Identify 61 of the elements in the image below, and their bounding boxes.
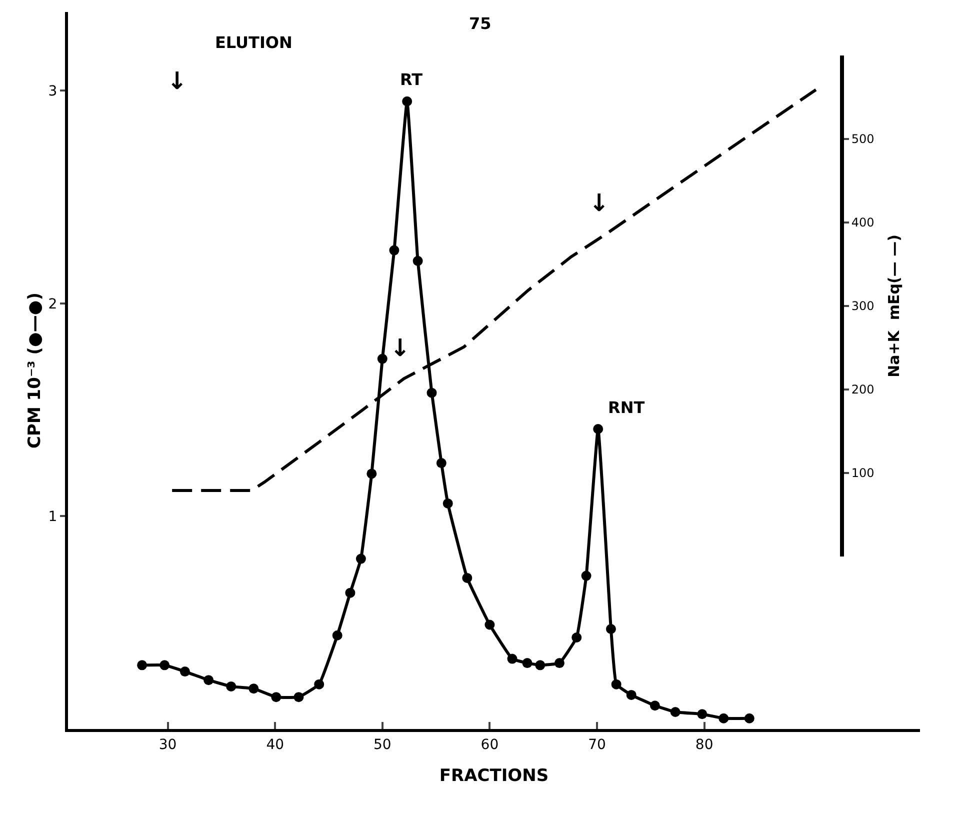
x-axis-title: FRACTIONS <box>439 766 549 786</box>
annotation: ELUTION <box>215 33 292 52</box>
y-tick-label: 3 <box>48 84 58 100</box>
annotation: RNT <box>608 398 645 417</box>
point <box>744 713 754 724</box>
point <box>294 692 304 702</box>
point <box>554 658 564 668</box>
point <box>204 675 214 686</box>
point <box>442 498 453 508</box>
point <box>332 630 342 640</box>
point <box>718 713 729 724</box>
annotation: ↓ <box>390 334 410 362</box>
y2-tick-label: 200 <box>851 382 874 397</box>
y-tick-label: 1 <box>48 509 58 526</box>
point <box>462 572 472 583</box>
point <box>389 245 400 256</box>
point <box>507 654 518 664</box>
point <box>271 692 282 702</box>
annotation: ↓ <box>167 67 188 95</box>
point <box>137 660 148 670</box>
y2-tick-label: 300 <box>851 299 874 314</box>
point <box>581 570 592 581</box>
point <box>377 354 388 364</box>
point <box>356 554 366 564</box>
point <box>484 620 495 630</box>
y2-tick-label: 100 <box>851 466 874 480</box>
x-tick-label: 50 <box>373 736 392 753</box>
point <box>606 624 616 634</box>
point <box>180 666 190 677</box>
point <box>366 468 377 479</box>
point <box>345 588 356 598</box>
point <box>572 632 582 643</box>
point <box>412 256 423 266</box>
point <box>226 681 236 692</box>
point <box>650 700 660 711</box>
point <box>248 684 259 694</box>
x-tick-label: 70 <box>588 736 606 753</box>
point <box>160 660 170 670</box>
point <box>436 458 446 468</box>
y2-axis-title: Na+K mEq(— —) <box>884 234 903 378</box>
point <box>535 660 546 670</box>
y-tick-label: 2 <box>48 296 58 312</box>
point <box>402 96 412 106</box>
y-axis-title: CPM 10⁻³ (●—●) <box>24 292 45 448</box>
y2-tick-label: 400 <box>851 216 874 230</box>
x-tick-label: 80 <box>695 736 714 753</box>
point <box>670 706 680 717</box>
annotation: ↓ <box>589 189 610 217</box>
point <box>626 690 636 700</box>
point <box>611 679 622 690</box>
y2-tick-label: 500 <box>851 132 874 146</box>
annotation: 75 <box>469 14 492 33</box>
point <box>426 388 437 398</box>
x-tick-label: 30 <box>158 736 177 753</box>
x-tick-label: 60 <box>480 736 499 753</box>
x-tick-label: 40 <box>266 736 284 753</box>
annotation: RT <box>400 70 423 89</box>
point <box>593 424 604 434</box>
point <box>697 709 708 720</box>
point <box>522 658 532 668</box>
point <box>314 679 324 690</box>
